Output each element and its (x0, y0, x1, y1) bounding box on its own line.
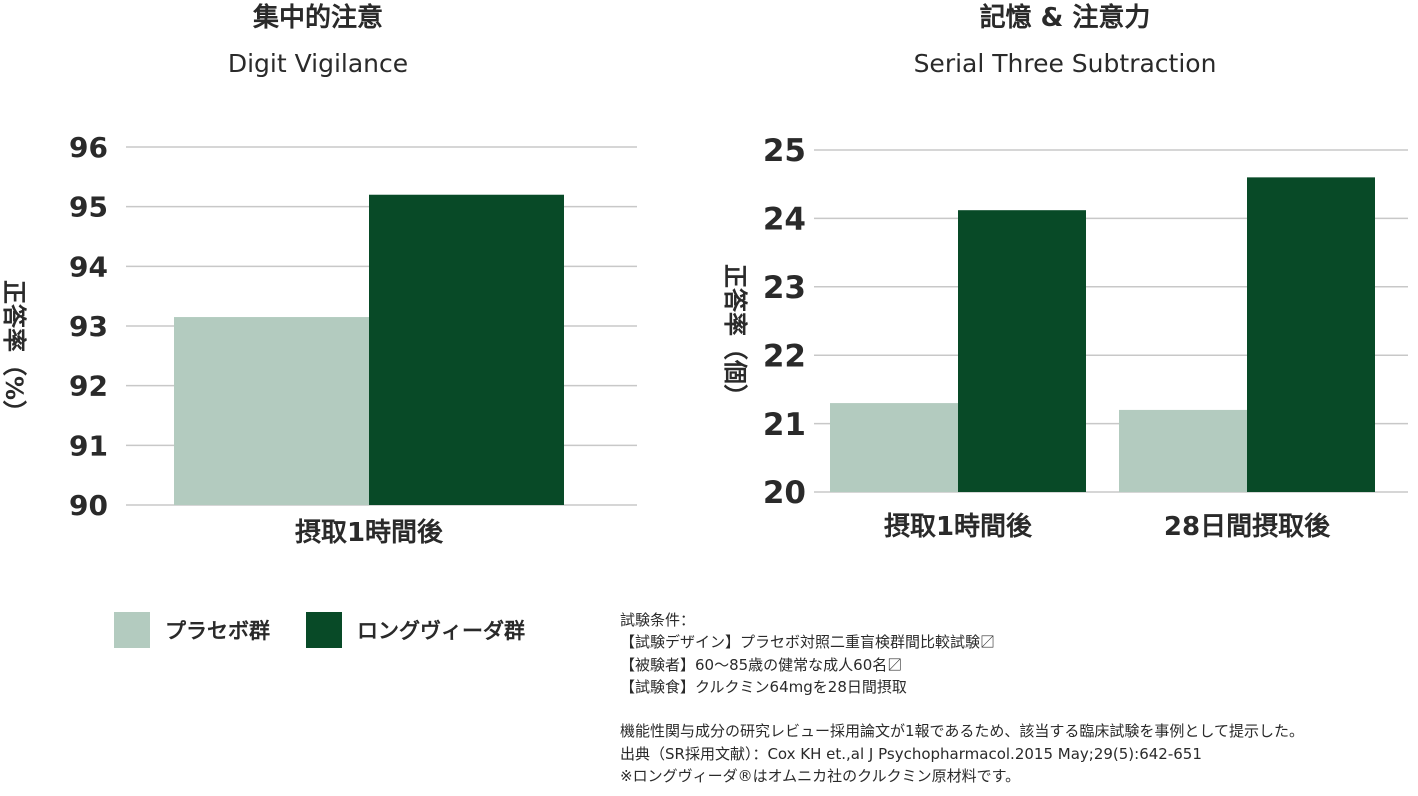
chart1-subtitle: Digit Vigilance (228, 49, 408, 78)
note-line: 出典（SR採用文献）：Cox KH et.,al J Psychopharmac… (620, 744, 1202, 763)
y-tick-label: 96 (69, 131, 108, 164)
y-tick-label: 24 (763, 202, 806, 238)
chart2-subtitle: Serial Three Subtraction (914, 49, 1217, 78)
bar-longvida (369, 194, 564, 505)
y-tick-label: 93 (69, 310, 108, 343)
y-tick-label: 21 (763, 407, 806, 443)
y-tick-label: 94 (69, 250, 108, 283)
legend-item-longvida: ロングヴィーダ群 (306, 612, 525, 648)
note-line: 【試験食】クルクミン64mgを28日間摂取 (620, 677, 907, 696)
bar-placebo (830, 403, 958, 492)
chart1-title: 集中的注意 (252, 2, 383, 33)
legend-label-placebo: プラセボ群 (165, 619, 270, 643)
chart-figure: 集中的注意 Digit Vigilance 記憶 & 注意力 Serial Th… (0, 2, 1408, 548)
bar-placebo (174, 317, 369, 505)
chart1-ylabel: 正答率（%） (0, 280, 28, 424)
y-tick-label: 25 (763, 133, 806, 169)
bar-longvida (1247, 177, 1375, 493)
y-tick-label: 95 (69, 191, 108, 224)
y-tick-label: 92 (69, 370, 108, 403)
y-tick-label: 23 (763, 270, 806, 306)
x-category-label: 摂取1時間後 (295, 517, 444, 548)
y-tick-label: 90 (69, 489, 108, 522)
chart2-ylabel: 正答率（個） (721, 264, 749, 408)
chart2-plot: 20 21 22 23 24 25 摂取1時間後 28日間摂取後 (763, 133, 1408, 542)
legend-swatch-longvida (306, 612, 342, 648)
legend: プラセボ群 ロングヴィーダ群 (114, 612, 561, 648)
note-line: ※ロングヴィーダ®はオムニカ社のクルクミン原材料です。 (620, 767, 1021, 786)
study-notes: 試験条件： 【試験デザイン】プラセボ対照二重盲検群間比較試験〼 【被験者】60～… (620, 609, 1418, 787)
chart2-title: 記憶 & 注意力 (980, 2, 1151, 33)
note-line: 機能性関与成分の研究レビュー採用論文が1報であるため、該当する臨床試験を事例とし… (620, 722, 1304, 741)
note-line: 【被験者】60～85歳の健常な成人60名〼 (620, 655, 903, 674)
note-line: 【試験デザイン】プラセボ対照二重盲検群間比較試験〼 (620, 633, 996, 652)
note-line (620, 698, 1418, 720)
note-line: 試験条件： (620, 611, 696, 629)
bar-longvida (958, 210, 1086, 492)
y-tick-label: 20 (763, 475, 806, 511)
x-category-label: 28日間摂取後 (1164, 511, 1331, 542)
chart1-plot: 90 91 92 93 94 95 96 摂取1時間後 (69, 131, 637, 548)
legend-swatch-placebo (114, 612, 150, 648)
y-tick-label: 22 (763, 338, 806, 374)
x-category-label: 摂取1時間後 (884, 511, 1033, 542)
y-tick-label: 91 (69, 429, 108, 462)
legend-item-placebo: プラセボ群 (114, 612, 270, 648)
legend-label-longvida: ロングヴィーダ群 (357, 619, 525, 643)
bar-placebo (1119, 409, 1247, 492)
